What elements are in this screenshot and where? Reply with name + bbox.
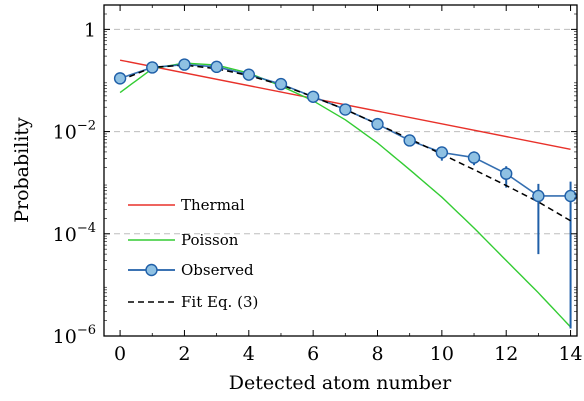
legend-swatch-marker (145, 263, 158, 277)
observed-point (242, 68, 255, 81)
legend: Thermal Poisson Observed Fit Eq. (3) (128, 196, 258, 311)
x-tick-label: 0 (114, 343, 126, 365)
observed-point (435, 146, 449, 159)
y-tick-label: 1 (84, 19, 96, 41)
observed-point (146, 61, 159, 74)
series-layer (113, 58, 577, 329)
observed-point (500, 167, 513, 180)
legend-item: Fit Eq. (3) (128, 293, 258, 311)
legend-item: Thermal (128, 196, 245, 214)
observed-point (274, 77, 288, 91)
observed-point (210, 60, 223, 74)
grid-layer (104, 28, 577, 235)
x-axis-label: Detected atom number (229, 372, 452, 394)
observed-point (403, 134, 416, 147)
x-tick-label: 10 (430, 343, 454, 365)
observed-point (371, 117, 384, 131)
y-tick-label: 10−6 (53, 323, 96, 348)
y-axis-label: Probability (11, 117, 33, 223)
observed-point (306, 90, 320, 103)
tick-layer: 0 2 4 6 8 10 12 14 10−6 10−4 10−2 1 (53, 4, 583, 365)
legend-label: Fit Eq. (3) (181, 293, 258, 311)
observed-point (532, 189, 545, 203)
observed-point (564, 189, 577, 203)
observed-point (339, 103, 352, 116)
legend-item: Observed (128, 261, 254, 279)
observed-point (467, 151, 481, 164)
legend-item: Poisson (128, 231, 239, 249)
legend-label: Observed (181, 261, 254, 279)
observed-point (178, 58, 191, 71)
y-tick-label: 10−4 (53, 221, 96, 246)
x-tick-label: 4 (243, 343, 255, 365)
plot-frame (103, 4, 578, 337)
x-tick-label: 6 (307, 343, 319, 365)
x-tick-label: 8 (371, 343, 383, 365)
series-poisson-line (119, 62, 572, 328)
x-tick-label: 2 (178, 343, 190, 365)
x-tick-label: 12 (494, 343, 518, 365)
legend-label: Thermal (181, 196, 245, 214)
observed-point (113, 72, 127, 85)
legend-label: Poisson (181, 231, 239, 249)
x-tick-label: 14 (558, 343, 582, 365)
y-tick-label: 10−2 (53, 119, 96, 144)
